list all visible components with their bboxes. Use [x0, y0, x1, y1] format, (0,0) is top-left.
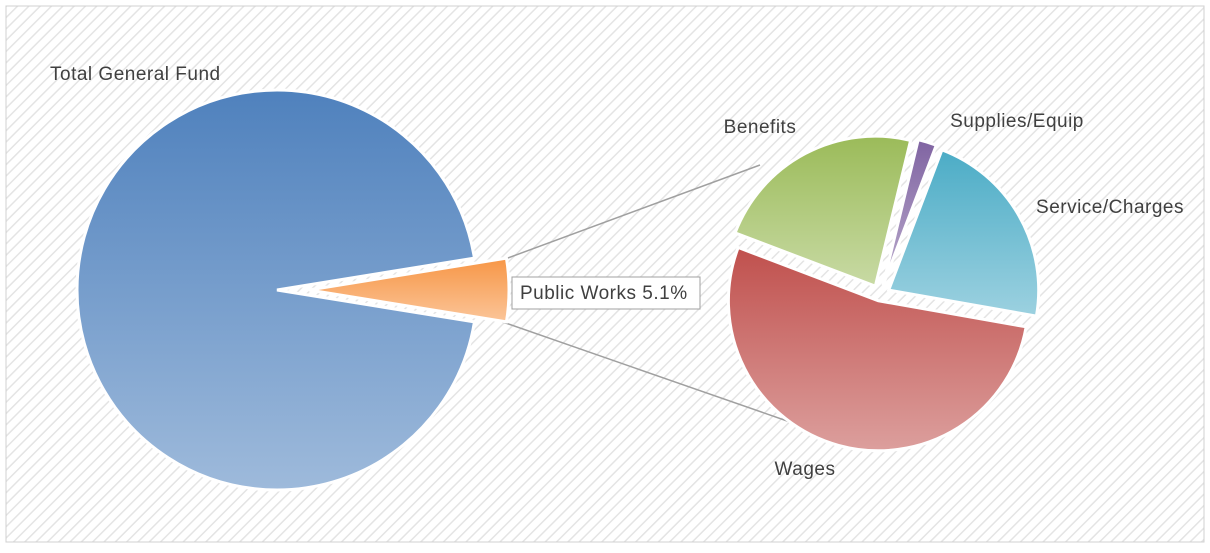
slice-label: Benefits	[724, 117, 797, 138]
connector-line	[496, 319, 791, 423]
slice-value-label: 5.1%	[642, 283, 687, 304]
pie-slice	[733, 134, 913, 289]
pie-slice	[308, 256, 511, 324]
label-box	[511, 276, 701, 310]
slice-label-name: Public Works	[520, 283, 637, 304]
pie-slice	[881, 137, 939, 286]
slice-label: Wages	[775, 459, 836, 480]
slice-label: Total General Fund	[50, 64, 221, 85]
pie-slice	[75, 88, 477, 492]
pie-slice	[726, 245, 1028, 453]
slice-label: Supplies/Equip	[950, 111, 1084, 132]
pie-slice	[886, 147, 1041, 318]
slice-label: Public Works 5.1%	[520, 283, 688, 304]
connector-line	[496, 164, 761, 263]
slice-label: Service/Charges	[1036, 197, 1184, 218]
